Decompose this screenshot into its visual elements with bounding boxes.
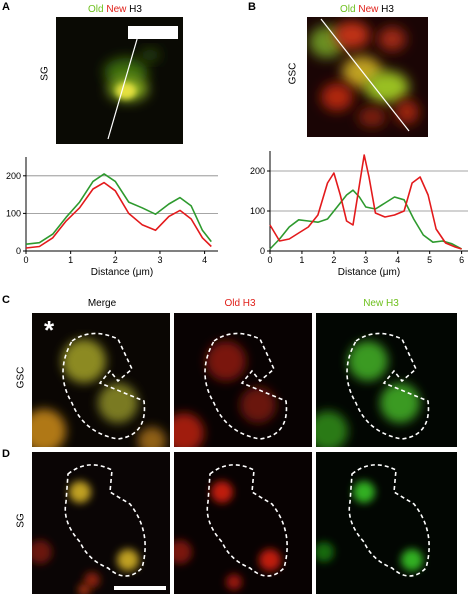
panel-a-letter: A xyxy=(2,1,10,13)
micrograph-d-merge xyxy=(32,452,170,594)
title-h3: H3 xyxy=(381,4,394,15)
chart-a: 0 100 200 0 1 2 3 4 Distance (μm) xyxy=(0,145,232,285)
x-tick-label: 3 xyxy=(363,255,368,265)
panel-d-letter: D xyxy=(2,448,10,460)
panel-d-row-label: SG xyxy=(15,513,27,528)
micrograph-d-new xyxy=(316,452,457,594)
micrograph-d-merge-image xyxy=(32,452,170,594)
cell-outline-c-new xyxy=(346,332,430,440)
line-scan-a xyxy=(107,28,141,140)
chart-a-svg: 0 100 200 0 1 2 3 4 Distance (μm) xyxy=(6,157,218,278)
x-tick-label: 4 xyxy=(202,255,207,265)
series-line-red xyxy=(25,181,212,249)
x-axis-label: Distance (μm) xyxy=(91,267,153,278)
panel-c-letter: C xyxy=(2,294,10,306)
cell-outline-c-merge xyxy=(62,332,146,440)
y-tick-label: 200 xyxy=(250,166,265,176)
x-tick-label: 4 xyxy=(395,255,400,265)
micrograph-c-new xyxy=(316,313,457,447)
micrograph-c-new-image xyxy=(316,313,457,447)
panel-a-side-label: SG xyxy=(39,66,51,81)
y-tick-label: 100 xyxy=(6,208,21,218)
micrograph-d-new-image xyxy=(316,452,457,594)
title-old: Old xyxy=(88,4,104,15)
col-title-new-h3: New H3 xyxy=(363,298,399,309)
y-tick-label: 100 xyxy=(250,206,265,216)
x-tick-label: 3 xyxy=(157,255,162,265)
x-axis-label: Distance (μm) xyxy=(338,267,400,278)
y-tick-label: 0 xyxy=(260,246,265,256)
col-title-merge: Merge xyxy=(87,298,117,309)
title-old: Old xyxy=(340,4,356,15)
panel-c-row-label: GSC xyxy=(15,366,27,389)
panel-b-title: Old New H3 xyxy=(340,4,394,15)
chart-b-svg: 0 100 200 0 1 2 3 4 5 6 Distance (μm) xyxy=(250,151,468,278)
micrograph-c-merge-image: * xyxy=(32,313,170,447)
x-tick-label: 1 xyxy=(299,255,304,265)
title-new: New xyxy=(358,4,379,15)
panel-b-micrograph xyxy=(307,17,428,137)
micrograph-c-merge: * xyxy=(32,313,170,447)
x-tick-label: 0 xyxy=(23,255,28,265)
panel-a-micrograph xyxy=(56,17,183,144)
micrograph-d-old-image xyxy=(174,452,312,594)
col-title-old-h3: Old H3 xyxy=(224,298,256,309)
x-tick-label: 6 xyxy=(459,255,464,265)
panel-b-micrograph-image xyxy=(307,17,428,137)
x-tick-label: 0 xyxy=(267,255,272,265)
x-tick-label: 1 xyxy=(68,255,73,265)
series-line-green xyxy=(25,173,212,245)
micrograph-c-old-image xyxy=(174,313,312,447)
cell-outline-c-old xyxy=(204,332,288,440)
micrograph-d-old xyxy=(174,452,312,594)
series-line-red xyxy=(269,154,462,250)
title-h3: H3 xyxy=(129,4,142,15)
x-tick-label: 2 xyxy=(113,255,118,265)
line-scan-b xyxy=(320,18,410,132)
panel-a-title: Old New H3 xyxy=(88,4,142,15)
panel-b-letter: B xyxy=(248,1,256,13)
panel-b-side-label: GSC xyxy=(287,62,299,85)
x-tick-label: 2 xyxy=(331,255,336,265)
panel-a-micrograph-image xyxy=(56,17,183,144)
asterisk-hub-marker: * xyxy=(44,315,55,345)
scale-bar-d xyxy=(114,586,166,590)
x-tick-label: 5 xyxy=(427,255,432,265)
scale-bar-a xyxy=(128,26,178,39)
y-tick-label: 0 xyxy=(16,246,21,256)
title-new: New xyxy=(106,4,127,15)
chart-b: 0 100 200 0 1 2 3 4 5 6 Distance (μm) xyxy=(246,140,474,285)
series-line-green xyxy=(269,189,462,250)
y-tick-label: 200 xyxy=(6,171,21,181)
micrograph-c-old xyxy=(174,313,312,447)
